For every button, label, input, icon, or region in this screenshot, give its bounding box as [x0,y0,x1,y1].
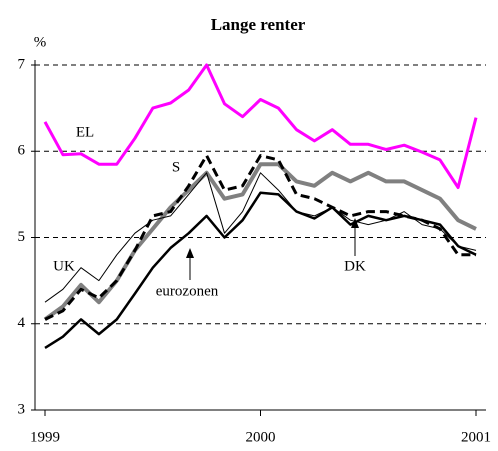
chart-title: Lange renter [211,15,306,34]
x-tick-label: 2000 [246,429,276,445]
y-tick-label: 3 [18,401,26,417]
y-tick-label: 7 [18,56,26,72]
series-label: EL [76,124,94,140]
arrow-head [186,248,194,258]
y-tick-label: 4 [18,315,26,331]
series-line [44,154,476,321]
x-tick-label: 2001 [461,429,491,445]
x-tick-label: 1999 [30,429,60,445]
series-label: S [172,159,180,175]
series-line [43,63,478,189]
series-label: DK [344,258,366,274]
series-label: eurozonen [156,283,219,299]
y-tick-label: 5 [18,229,26,245]
y-tick-label: 6 [18,143,26,159]
y-axis-label: % [34,34,47,50]
series-line [43,162,477,322]
series-line [44,172,477,303]
series-label: UK [53,258,75,274]
series-line [44,191,477,349]
